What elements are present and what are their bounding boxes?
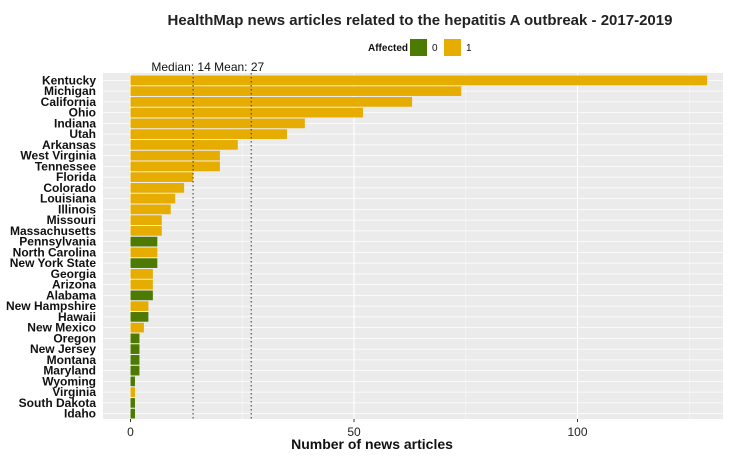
y-tick-label: Louisiana <box>40 192 96 206</box>
bar-arkansas <box>130 140 238 150</box>
y-axis-labels: KentuckyMichiganCaliforniaOhioIndianaUta… <box>6 73 96 420</box>
y-tick-label: Ohio <box>69 106 96 120</box>
y-tick-label: Indiana <box>54 116 96 130</box>
y-tick-label: Missouri <box>47 213 96 227</box>
legend-swatch-1 <box>444 39 461 56</box>
y-tick-label: Utah <box>69 127 96 141</box>
bar-michigan <box>130 86 462 96</box>
reference-line-label: Median: 14 <box>151 60 211 74</box>
chart-title: HealthMap news articles related to the h… <box>168 12 673 29</box>
y-tick-label: Idaho <box>64 407 96 421</box>
y-tick-label: Alabama <box>46 288 96 302</box>
y-tick-label: Pennsylvania <box>19 235 96 249</box>
bar-utah <box>130 129 287 139</box>
bars <box>130 75 708 419</box>
y-tick-label: Colorado <box>43 181 96 195</box>
reference-line-label: Mean: 27 <box>214 60 264 74</box>
bar-west-virginia <box>130 150 220 161</box>
x-tick-label: 0 <box>127 425 134 439</box>
reference-lines: Median: 14 Mean: 27 <box>151 60 265 419</box>
y-tick-label: Maryland <box>43 364 96 378</box>
x-axis-ticks: 0 50 100 <box>127 419 588 439</box>
bar-pennsylvania <box>130 236 158 247</box>
y-tick-label: Oregon <box>53 331 96 345</box>
legend-label-0: 0 <box>432 43 438 54</box>
bar-maryland <box>130 365 140 376</box>
legend: Affected 0 1 <box>368 39 472 56</box>
y-tick-label: Michigan <box>44 84 96 98</box>
bar-montana <box>130 355 140 365</box>
bar-alabama <box>130 290 153 301</box>
y-tick-label: Virginia <box>52 385 96 399</box>
bar-new-york-state <box>130 258 158 268</box>
legend-title: Affected <box>368 43 408 54</box>
bar-tennessee <box>130 161 220 172</box>
x-tick-label: 50 <box>347 425 361 439</box>
y-tick-label: South Dakota <box>19 396 97 410</box>
legend-label-1: 1 <box>466 43 472 54</box>
bar-kentucky <box>130 75 708 86</box>
bar-ohio <box>130 107 363 118</box>
y-tick-label: New York State <box>10 256 97 270</box>
bar-missouri <box>130 215 162 225</box>
y-tick-label: Florida <box>56 170 96 184</box>
y-tick-label: Wyoming <box>42 374 96 388</box>
y-tick-label: Hawaii <box>58 310 96 324</box>
bar-georgia <box>130 269 153 279</box>
bar-california <box>130 97 413 107</box>
bar-indiana <box>130 118 305 129</box>
y-tick-label: Massachusetts <box>10 224 96 238</box>
bar-louisiana <box>130 193 176 204</box>
y-tick-label: New Mexico <box>27 321 96 335</box>
bar-idaho <box>130 408 135 419</box>
y-tick-label: New Hampshire <box>6 299 96 313</box>
y-tick-label: North Carolina <box>13 245 97 259</box>
bar-new-mexico <box>130 322 144 333</box>
y-tick-label: Kentucky <box>42 73 96 87</box>
bar-massachusetts <box>130 226 162 236</box>
y-tick-label: California <box>41 95 97 109</box>
y-tick-label: Arizona <box>52 278 96 292</box>
legend-swatch-0 <box>410 39 427 56</box>
y-tick-label: West Virginia <box>20 149 96 163</box>
x-axis-title: Number of news articles <box>291 436 453 452</box>
y-tick-label: Tennessee <box>35 159 96 173</box>
bar-new-hampshire <box>130 301 149 311</box>
bar-florida <box>130 172 194 182</box>
bar-colorado <box>130 183 185 193</box>
y-tick-label: Georgia <box>51 267 97 281</box>
bar-oregon <box>130 333 140 344</box>
y-tick-label: New Jersey <box>30 342 96 356</box>
x-tick-label: 100 <box>567 425 587 439</box>
bar-south-dakota <box>130 398 135 408</box>
bar-virginia <box>130 387 135 397</box>
bar-north-carolina <box>130 247 158 258</box>
bar-hawaii <box>130 312 149 322</box>
y-tick-label: Montana <box>47 353 97 367</box>
y-tick-label: Illinois <box>58 202 96 216</box>
bar-new-jersey <box>130 344 140 354</box>
bar-wyoming <box>130 376 135 387</box>
bar-arizona <box>130 279 153 290</box>
bar-illinois <box>130 204 171 215</box>
y-tick-label: Arkansas <box>42 138 96 152</box>
